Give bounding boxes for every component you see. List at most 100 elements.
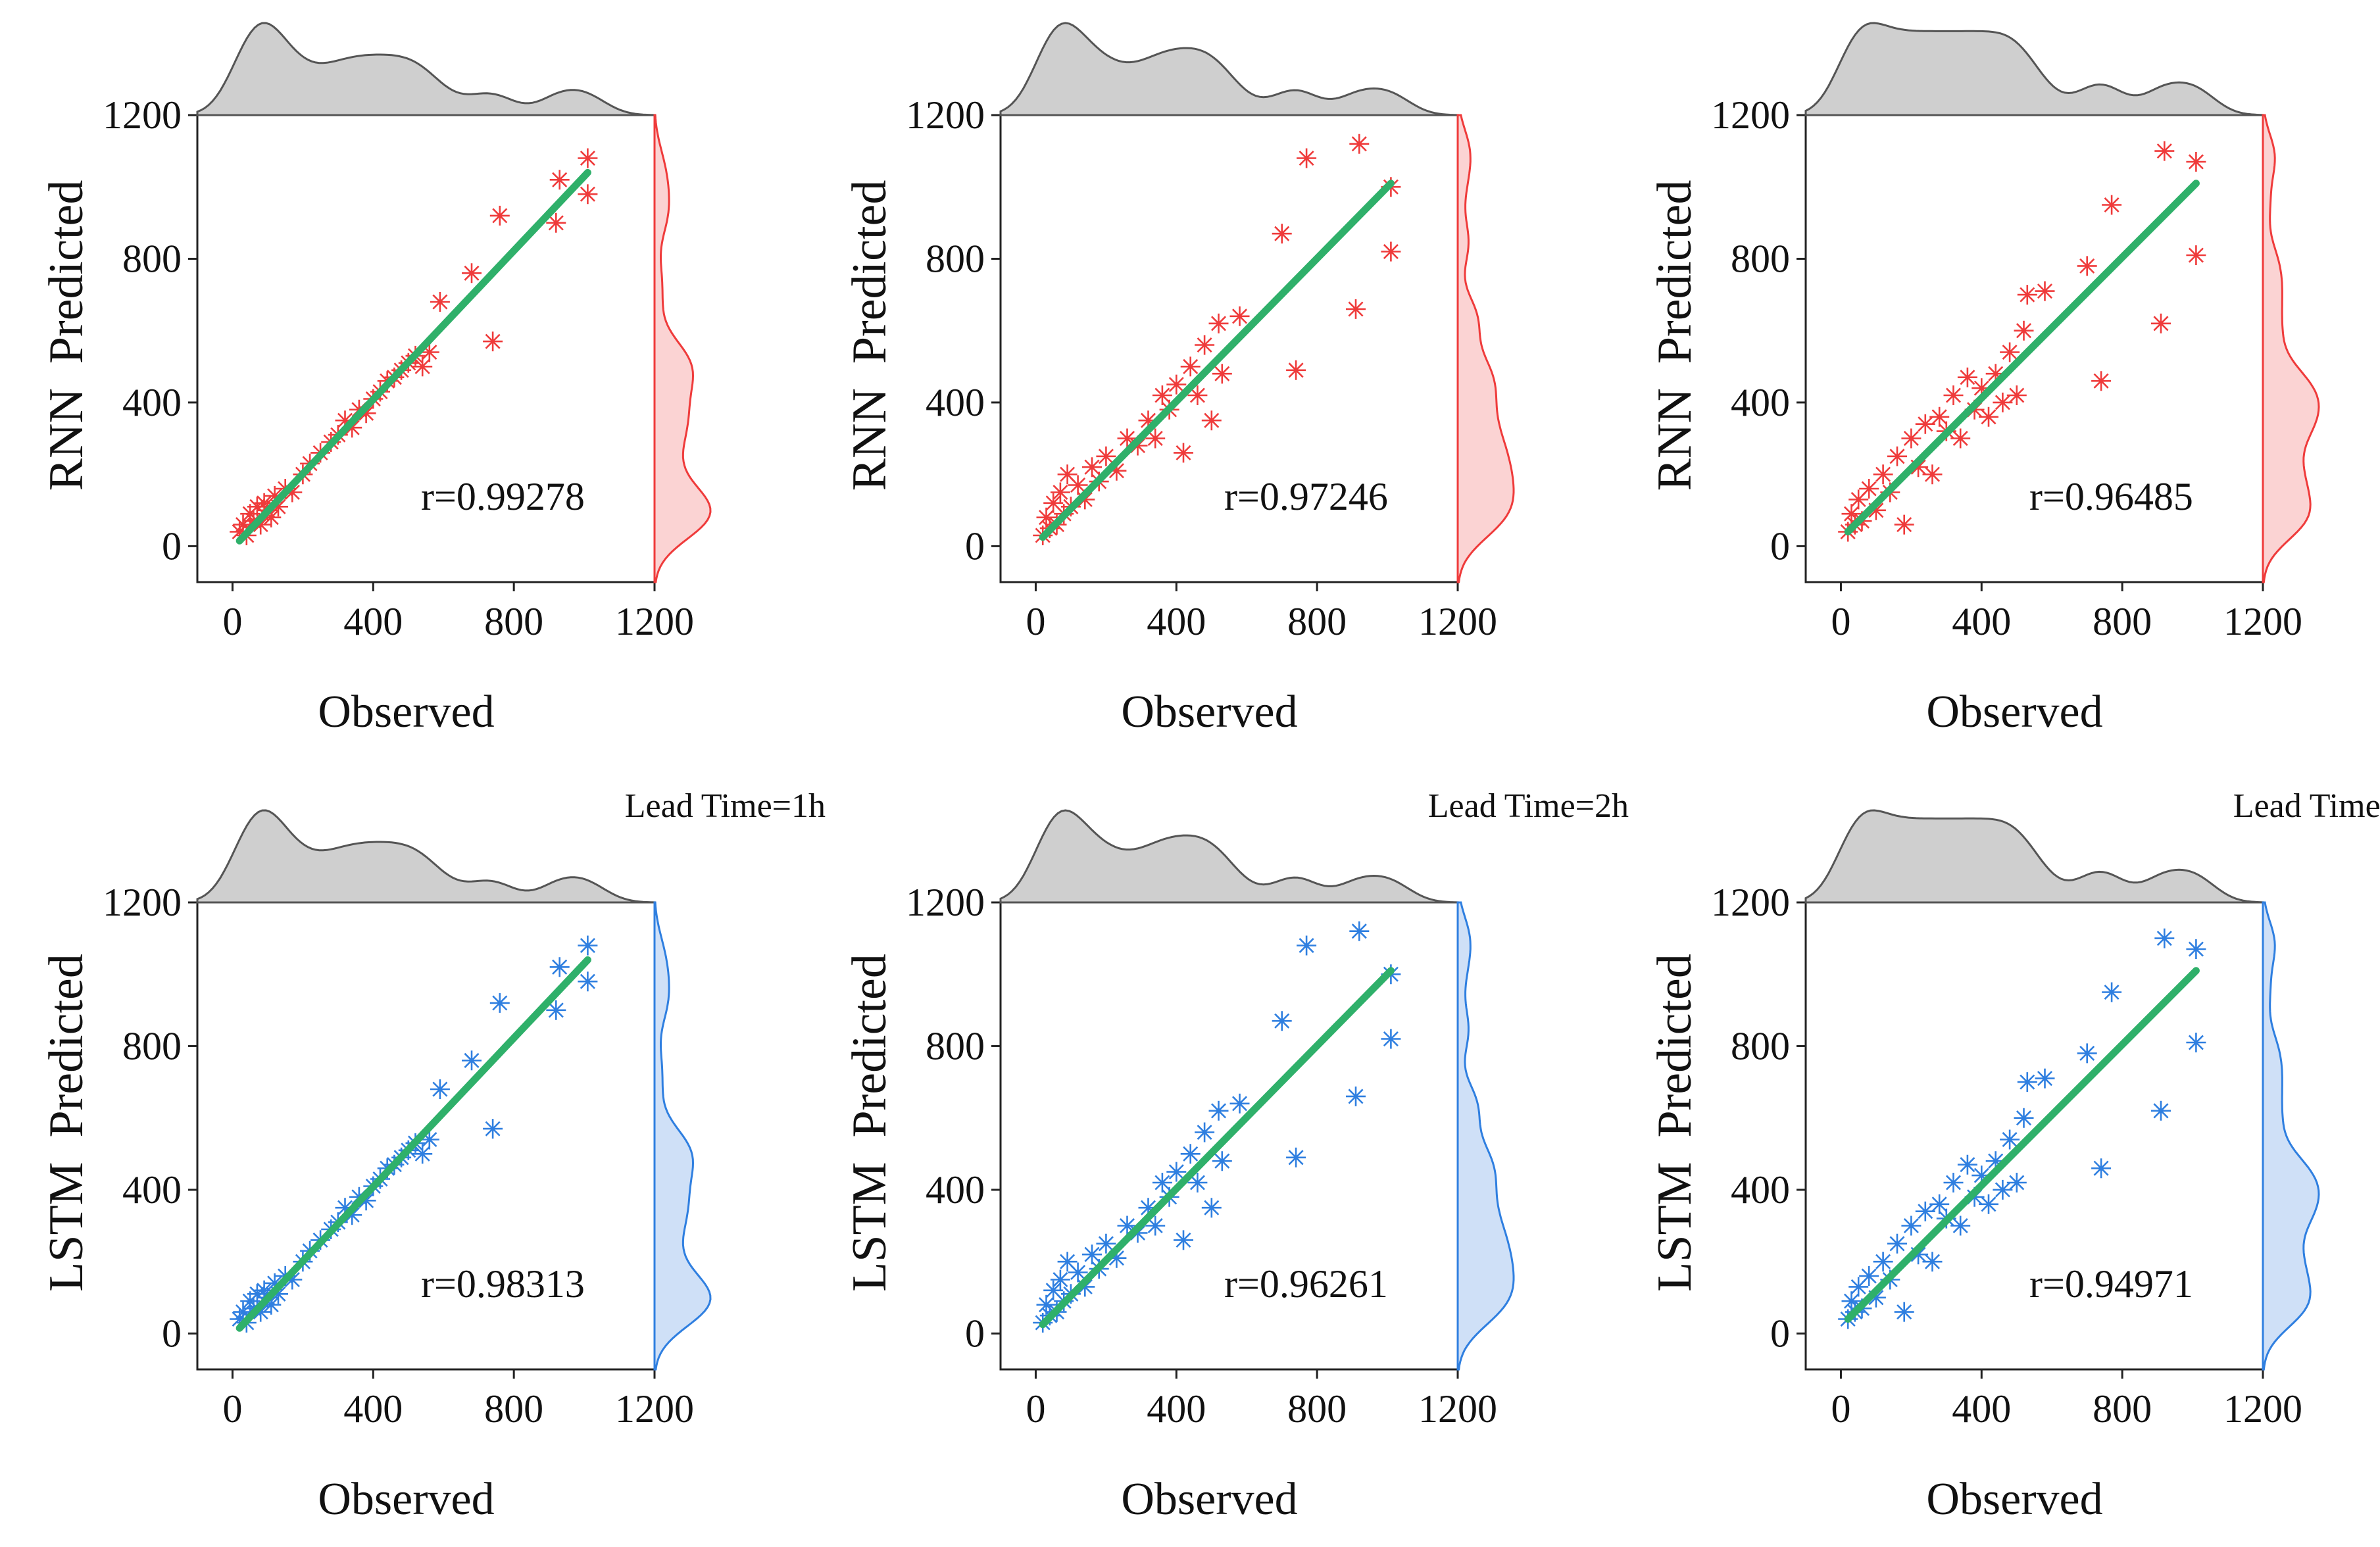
- data-point: [578, 184, 598, 205]
- data-point: [230, 522, 250, 542]
- data-point: [240, 504, 260, 524]
- x-axis-label: Observed: [1121, 1474, 1297, 1525]
- data-point: [254, 1280, 274, 1300]
- data-point: [1929, 406, 1950, 427]
- data-point: [254, 493, 274, 513]
- data-point: [1106, 460, 1127, 481]
- data-point: [1971, 1166, 1992, 1186]
- data-point: [1272, 224, 1292, 244]
- marginal-density-observed: [999, 22, 1459, 116]
- data-point: [546, 1000, 566, 1020]
- data-point: [1043, 493, 1064, 513]
- data-point: [1349, 921, 1370, 941]
- x-tick-label: 0: [1831, 600, 1850, 643]
- data-point: [1138, 410, 1158, 431]
- data-point: [1894, 1302, 1914, 1322]
- data-point: [419, 342, 439, 362]
- data-point: [1082, 457, 1102, 478]
- marginal-density-observed: [1804, 809, 2264, 904]
- data-point: [489, 993, 510, 1013]
- data-point: [2091, 1158, 2112, 1179]
- data-point: [2000, 342, 2020, 362]
- marginal-density-predicted: [2262, 901, 2320, 1371]
- y-tick-label: 400: [1731, 1168, 1790, 1212]
- data-point: [251, 514, 271, 535]
- data-point: [1057, 1252, 1078, 1272]
- panel-lstm-2h: 0 400 800 1200 0 400 800 1200 Observed LSTM Predi…: [843, 787, 1629, 1525]
- x-tick-label: 800: [1287, 1387, 1347, 1431]
- data-point: [1050, 482, 1070, 503]
- data-point: [1866, 500, 1886, 520]
- marginal-density-observed: [999, 809, 1459, 904]
- data-point: [1208, 1100, 1229, 1121]
- data-point: [342, 418, 362, 438]
- data-point: [1346, 1086, 1366, 1106]
- data-point: [1381, 1029, 1401, 1049]
- data-point: [412, 1144, 433, 1164]
- y-axis-label: RNN Predicted: [39, 180, 93, 491]
- data-point: [483, 1119, 503, 1139]
- data-point: [462, 263, 482, 283]
- data-point: [1908, 1244, 1929, 1265]
- data-point: [1841, 504, 1862, 524]
- data-point: [2186, 152, 2206, 172]
- y-tick-label: 400: [926, 1168, 985, 1212]
- marginal-density-predicted: [2262, 114, 2320, 583]
- y-tick-label: 1200: [103, 93, 182, 137]
- y-axis-label: LSTM Predicted: [1648, 954, 1702, 1292]
- data-point: [489, 205, 510, 226]
- data-point: [1043, 1280, 1064, 1300]
- data-point: [233, 514, 253, 535]
- r-value-label: r=0.98313: [421, 1262, 585, 1306]
- data-point: [2151, 1100, 2171, 1121]
- r-value-label: r=0.96485: [2029, 475, 2193, 518]
- data-point: [2077, 1043, 2097, 1064]
- x-tick-label: 800: [2093, 600, 2152, 643]
- data-point: [1979, 1194, 1998, 1214]
- data-point: [546, 212, 566, 233]
- x-axis-label: Observed: [1121, 687, 1297, 737]
- data-point: [2186, 1033, 2206, 1052]
- data-point: [1117, 1216, 1137, 1236]
- y-tick-label: 800: [1731, 237, 1790, 280]
- data-point: [1166, 1162, 1187, 1182]
- data-point: [1866, 1287, 1886, 1308]
- x-tick-label: 800: [484, 1387, 543, 1431]
- data-point: [233, 1302, 253, 1322]
- data-point: [1908, 457, 1929, 478]
- x-tick-label: 400: [1147, 600, 1206, 643]
- data-point: [1929, 1194, 1950, 1214]
- data-point: [2102, 982, 2122, 1002]
- data-point: [430, 292, 450, 312]
- panel-rnn-2h: 0 400 800 1200 0 400 800 1200 Observed RNN Predic…: [843, 22, 1515, 737]
- data-point: [578, 935, 598, 956]
- data-point: [335, 1198, 355, 1218]
- y-tick-label: 800: [926, 237, 985, 280]
- y-axis-label: LSTM Predicted: [39, 954, 93, 1292]
- y-tick-label: 400: [122, 1168, 182, 1212]
- data-point: [335, 410, 355, 431]
- data-point: [1166, 374, 1187, 395]
- data-point: [2035, 1068, 2055, 1089]
- data-point: [1036, 1294, 1056, 1315]
- x-axis-label: Observed: [318, 687, 494, 737]
- data-point: [1106, 1248, 1127, 1268]
- data-point: [264, 485, 285, 506]
- data-point: [1887, 446, 1907, 466]
- data-point: [1152, 385, 1172, 405]
- data-point: [2006, 1173, 2027, 1192]
- data-point: [1873, 1252, 1893, 1272]
- data-point: [1180, 1144, 1201, 1164]
- y-tick-label: 0: [162, 1312, 182, 1355]
- marginal-density-observed: [196, 809, 656, 904]
- data-point: [2000, 1129, 2020, 1150]
- data-point: [430, 1079, 450, 1099]
- data-point: [2006, 385, 2027, 405]
- data-point: [1922, 464, 1943, 485]
- data-point: [1848, 1277, 1869, 1297]
- panel-rnn-3h: 0 400 800 1200 0 400 800 1200 Observed RNN Predic…: [1648, 22, 2320, 737]
- marginal-density-predicted: [1456, 114, 1515, 583]
- data-point: [261, 1294, 282, 1315]
- fit-line: [1844, 180, 2200, 536]
- data-point: [1075, 489, 1095, 510]
